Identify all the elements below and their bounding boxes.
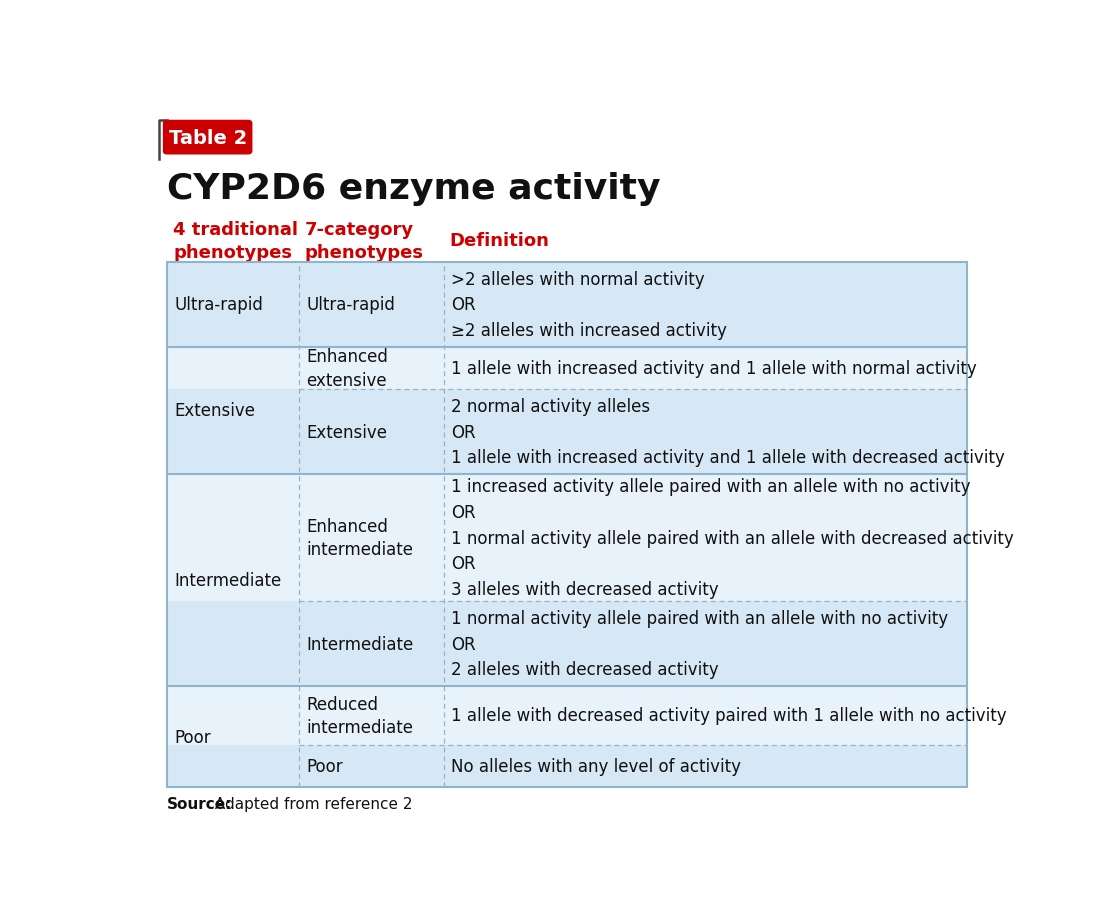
Text: Adapted from reference 2: Adapted from reference 2 [210, 797, 412, 811]
Text: >2 alleles with normal activity
OR
≥2 alleles with increased activity: >2 alleles with normal activity OR ≥2 al… [451, 270, 727, 340]
Text: Table 2: Table 2 [168, 129, 246, 147]
Text: Poor: Poor [175, 728, 211, 746]
Text: 1 increased activity allele paired with an allele with no activity
OR
1 normal a: 1 increased activity allele paired with … [451, 478, 1014, 598]
Text: Ultra-rapid: Ultra-rapid [307, 296, 395, 314]
Text: Extensive: Extensive [175, 402, 255, 420]
Text: Ultra-rapid: Ultra-rapid [175, 296, 264, 314]
Text: 1 allele with increased activity and 1 allele with normal activity: 1 allele with increased activity and 1 a… [451, 359, 977, 378]
Bar [167, 744, 967, 788]
Bar [167, 602, 967, 686]
Text: 1 allele with decreased activity paired with 1 allele with no activity: 1 allele with decreased activity paired … [451, 707, 1007, 724]
Text: 1 normal activity allele paired with an allele with no activity
OR
2 alleles wit: 1 normal activity allele paired with an … [451, 609, 948, 679]
Text: Poor: Poor [307, 757, 343, 775]
Bar [167, 347, 967, 390]
Text: Source:: Source: [167, 797, 232, 811]
Bar [167, 263, 967, 347]
Text: CYP2D6 enzyme activity: CYP2D6 enzyme activity [167, 172, 660, 206]
Text: No alleles with any level of activity: No alleles with any level of activity [451, 757, 741, 775]
Text: Reduced
intermediate: Reduced intermediate [307, 695, 414, 736]
Text: Extensive: Extensive [307, 423, 387, 441]
Text: 2 normal activity alleles
OR
1 allele with increased activity and 1 allele with : 2 normal activity alleles OR 1 allele wi… [451, 398, 1005, 467]
Text: Enhanced
extensive: Enhanced extensive [307, 347, 388, 390]
Text: Intermediate: Intermediate [307, 635, 414, 653]
Text: Intermediate: Intermediate [175, 572, 282, 589]
Bar [167, 686, 967, 744]
Bar [167, 390, 967, 474]
Text: Enhanced
intermediate: Enhanced intermediate [307, 517, 414, 559]
Bar [167, 474, 967, 602]
Text: 7-category
phenotypes: 7-category phenotypes [305, 221, 424, 262]
FancyBboxPatch shape [164, 121, 252, 154]
Text: Definition: Definition [450, 232, 550, 250]
Text: 4 traditional
phenotypes: 4 traditional phenotypes [173, 221, 298, 262]
